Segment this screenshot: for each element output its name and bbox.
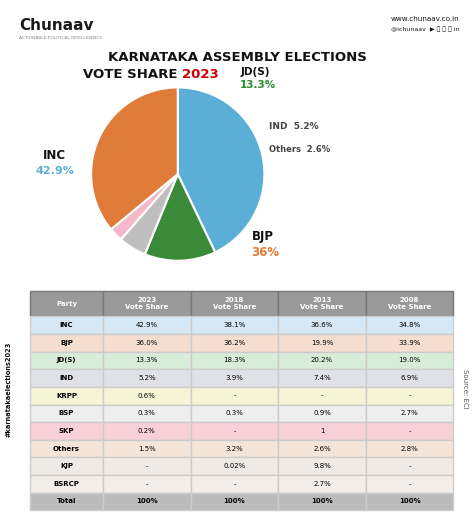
Text: IND  5.2%: IND 5.2% — [269, 122, 319, 131]
Wedge shape — [111, 174, 178, 240]
Wedge shape — [121, 174, 178, 254]
Text: JD(S): JD(S) — [240, 67, 270, 77]
Text: Chunaav: Chunaav — [19, 18, 93, 33]
Wedge shape — [178, 88, 264, 252]
Text: 42.9%: 42.9% — [35, 165, 74, 176]
Text: 13.3%: 13.3% — [240, 80, 276, 90]
Text: ACTIONABLE POLITICAL INTELLIGENCE: ACTIONABLE POLITICAL INTELLIGENCE — [19, 36, 102, 40]
Wedge shape — [91, 88, 178, 229]
Text: 36%: 36% — [251, 246, 280, 259]
Text: @ichunaav  ▶ 🐦 👍 📷 in: @ichunaav ▶ 🐦 👍 📷 in — [391, 27, 460, 32]
Text: KARNATAKA ASSEMBLY ELECTIONS: KARNATAKA ASSEMBLY ELECTIONS — [108, 51, 366, 64]
Text: 2023: 2023 — [182, 68, 219, 80]
Text: BJP: BJP — [251, 230, 273, 243]
Text: Source: ECI: Source: ECI — [463, 369, 468, 409]
Text: VOTE SHARE: VOTE SHARE — [83, 68, 182, 80]
Text: Others  2.6%: Others 2.6% — [269, 145, 330, 154]
Wedge shape — [145, 174, 215, 261]
Text: #karnatakaelections2023: #karnatakaelections2023 — [6, 342, 11, 437]
Text: INC: INC — [43, 148, 66, 161]
Text: www.chunaav.co.in: www.chunaav.co.in — [391, 16, 460, 23]
